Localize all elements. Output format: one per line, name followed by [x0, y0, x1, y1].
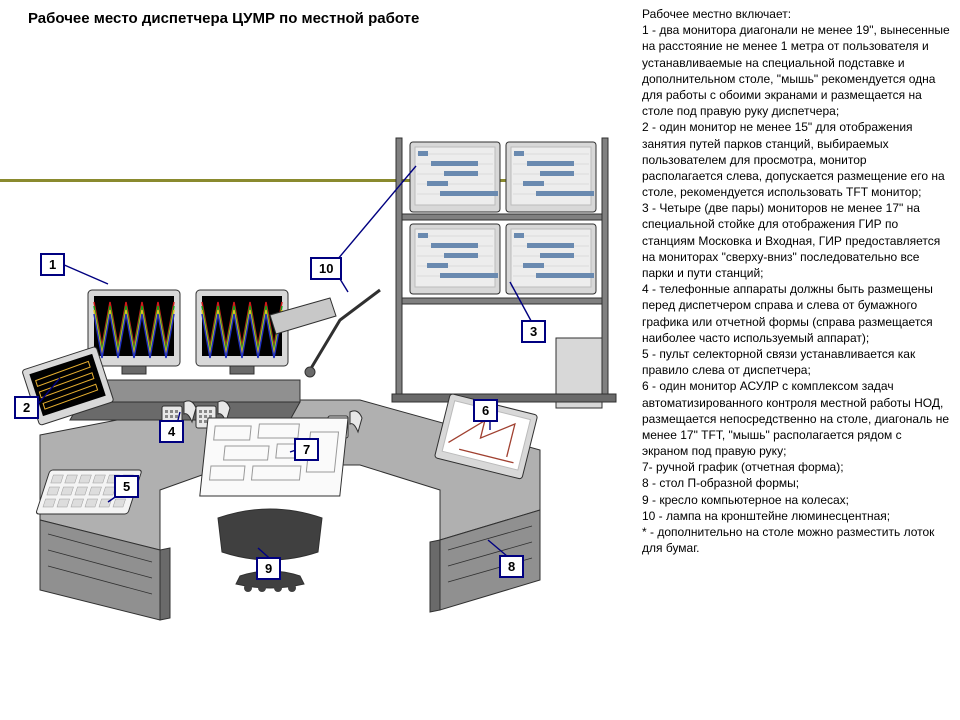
callout-9: 9	[256, 557, 281, 580]
large-monitor	[88, 290, 180, 374]
desc-item-5: 5 - пульт селекторной связи устанавливае…	[642, 346, 950, 378]
workstation-diagram	[10, 120, 630, 640]
rack-monitor	[410, 142, 500, 212]
desc-item-4: 4 - телефонные аппараты должны быть разм…	[642, 281, 950, 346]
callout-1: 1	[40, 253, 65, 276]
callout-4: 4	[159, 420, 184, 443]
callout-6: 6	[473, 399, 498, 422]
page-title: Рабочее место диспетчера ЦУМР по местной…	[28, 10, 419, 27]
callout-10: 10	[310, 257, 342, 280]
rack-monitor	[506, 142, 596, 212]
rack-monitor	[410, 224, 500, 294]
rack-shelf	[402, 298, 602, 304]
callout-7: 7	[294, 438, 319, 461]
callout-3: 3	[521, 320, 546, 343]
callout-2: 2	[14, 396, 39, 419]
desc-item-6: 6 - один монитор АСУЛР с комплексом зада…	[642, 378, 950, 459]
paper-chart	[200, 418, 348, 496]
desc-item-1: 1 - два монитора диагонали не менее 19",…	[642, 22, 950, 119]
desc-item-8: 8 - стол П-образной формы;	[642, 475, 950, 491]
callout-5: 5	[114, 475, 139, 498]
large-monitor	[196, 290, 288, 374]
description-block: Рабочее местно включает:1 - два монитора…	[642, 6, 950, 556]
desc-item-3: 3 - Четыре (две пары) мониторов не менее…	[642, 200, 950, 281]
callout-8: 8	[499, 555, 524, 578]
rack-monitor	[506, 224, 596, 294]
desc-item-9: 9 - кресло компьютерное на колесах;	[642, 492, 950, 508]
rack-post	[396, 138, 402, 398]
desc-item-2: 2 - один монитор не менее 15" для отобра…	[642, 119, 950, 200]
desc-intro: Рабочее местно включает:	[642, 6, 950, 22]
desc-item-10: 10 - лампа на кронштейне люминесцентная;	[642, 508, 950, 524]
desc-item-11: * - дополнительно на столе можно размест…	[642, 524, 950, 556]
leader-line	[62, 264, 108, 284]
desc-item-7: 7- ручной график (отчетная форма);	[642, 459, 950, 475]
